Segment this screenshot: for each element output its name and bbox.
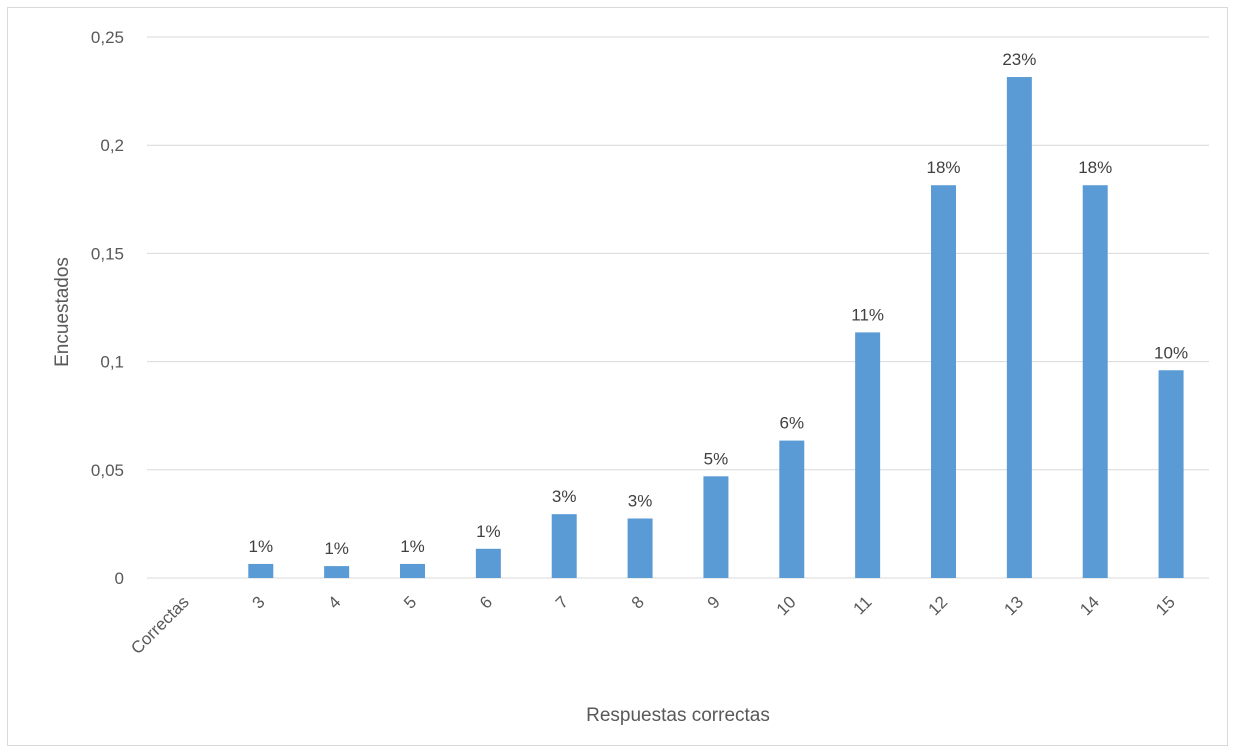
bar [627,518,653,578]
y-tick-label: 0 [115,569,124,588]
y-tick-label: 0,25 [91,28,124,47]
x-tick-label: 9 [704,592,724,612]
x-axis-ticks: Correctas 3 4 5 6 7 8 9 10 11 12 13 14 15 [127,592,1179,658]
x-tick-label: 5 [400,592,420,612]
bar [475,548,501,578]
y-axis-ticks: 0 0,05 0,1 0,15 0,2 0,25 [91,28,124,588]
x-tick-label: 12 [925,592,952,619]
bar [1082,185,1108,578]
x-tick-label: 14 [1076,592,1103,619]
bars [248,77,1184,578]
data-labels: 1% 1% 1% 1% 3% 3% 5% 6% 11% 18% 23% 18% 10% [248,50,1188,558]
data-label: 5% [704,449,729,468]
y-tick-label: 0,2 [100,136,124,155]
bar [703,476,729,578]
x-tick-label: 6 [476,592,496,612]
bar [551,514,577,578]
x-tick-label: 11 [850,592,876,618]
data-label: 6% [779,414,804,433]
data-label: 1% [248,537,273,556]
bar [248,563,274,578]
x-tick-label: 4 [324,592,344,612]
gridlines [147,36,1209,579]
data-label: 18% [1078,158,1112,177]
bar [400,563,425,578]
data-label: 23% [1002,50,1036,69]
data-label: 1% [476,522,501,541]
x-tick-label: 13 [1000,592,1027,619]
x-tick-label: 10 [773,592,800,619]
x-tick-label: 3 [248,592,268,612]
y-axis-title: Encuestados [52,257,73,367]
data-label: 10% [1154,343,1188,362]
bar [1006,77,1032,578]
bar [1158,370,1184,578]
bar [324,566,350,578]
y-tick-label: 0,15 [91,244,124,263]
data-label: 11% [851,305,884,324]
bar [931,185,956,578]
x-tick-label: 7 [552,592,572,612]
x-tick-label: Correctas [127,592,193,658]
data-label: 1% [400,537,425,556]
y-tick-label: 0,1 [100,353,124,372]
x-tick-label: 8 [628,592,648,612]
bar [855,332,881,578]
y-tick-label: 0,05 [91,461,124,480]
bar [779,440,805,578]
x-tick-label: 15 [1152,592,1179,619]
x-axis-title: Respuestas correctas [586,705,770,726]
data-label: 1% [324,539,349,558]
data-label: 18% [926,158,960,177]
data-label: 3% [628,491,653,510]
data-label: 3% [552,487,577,506]
